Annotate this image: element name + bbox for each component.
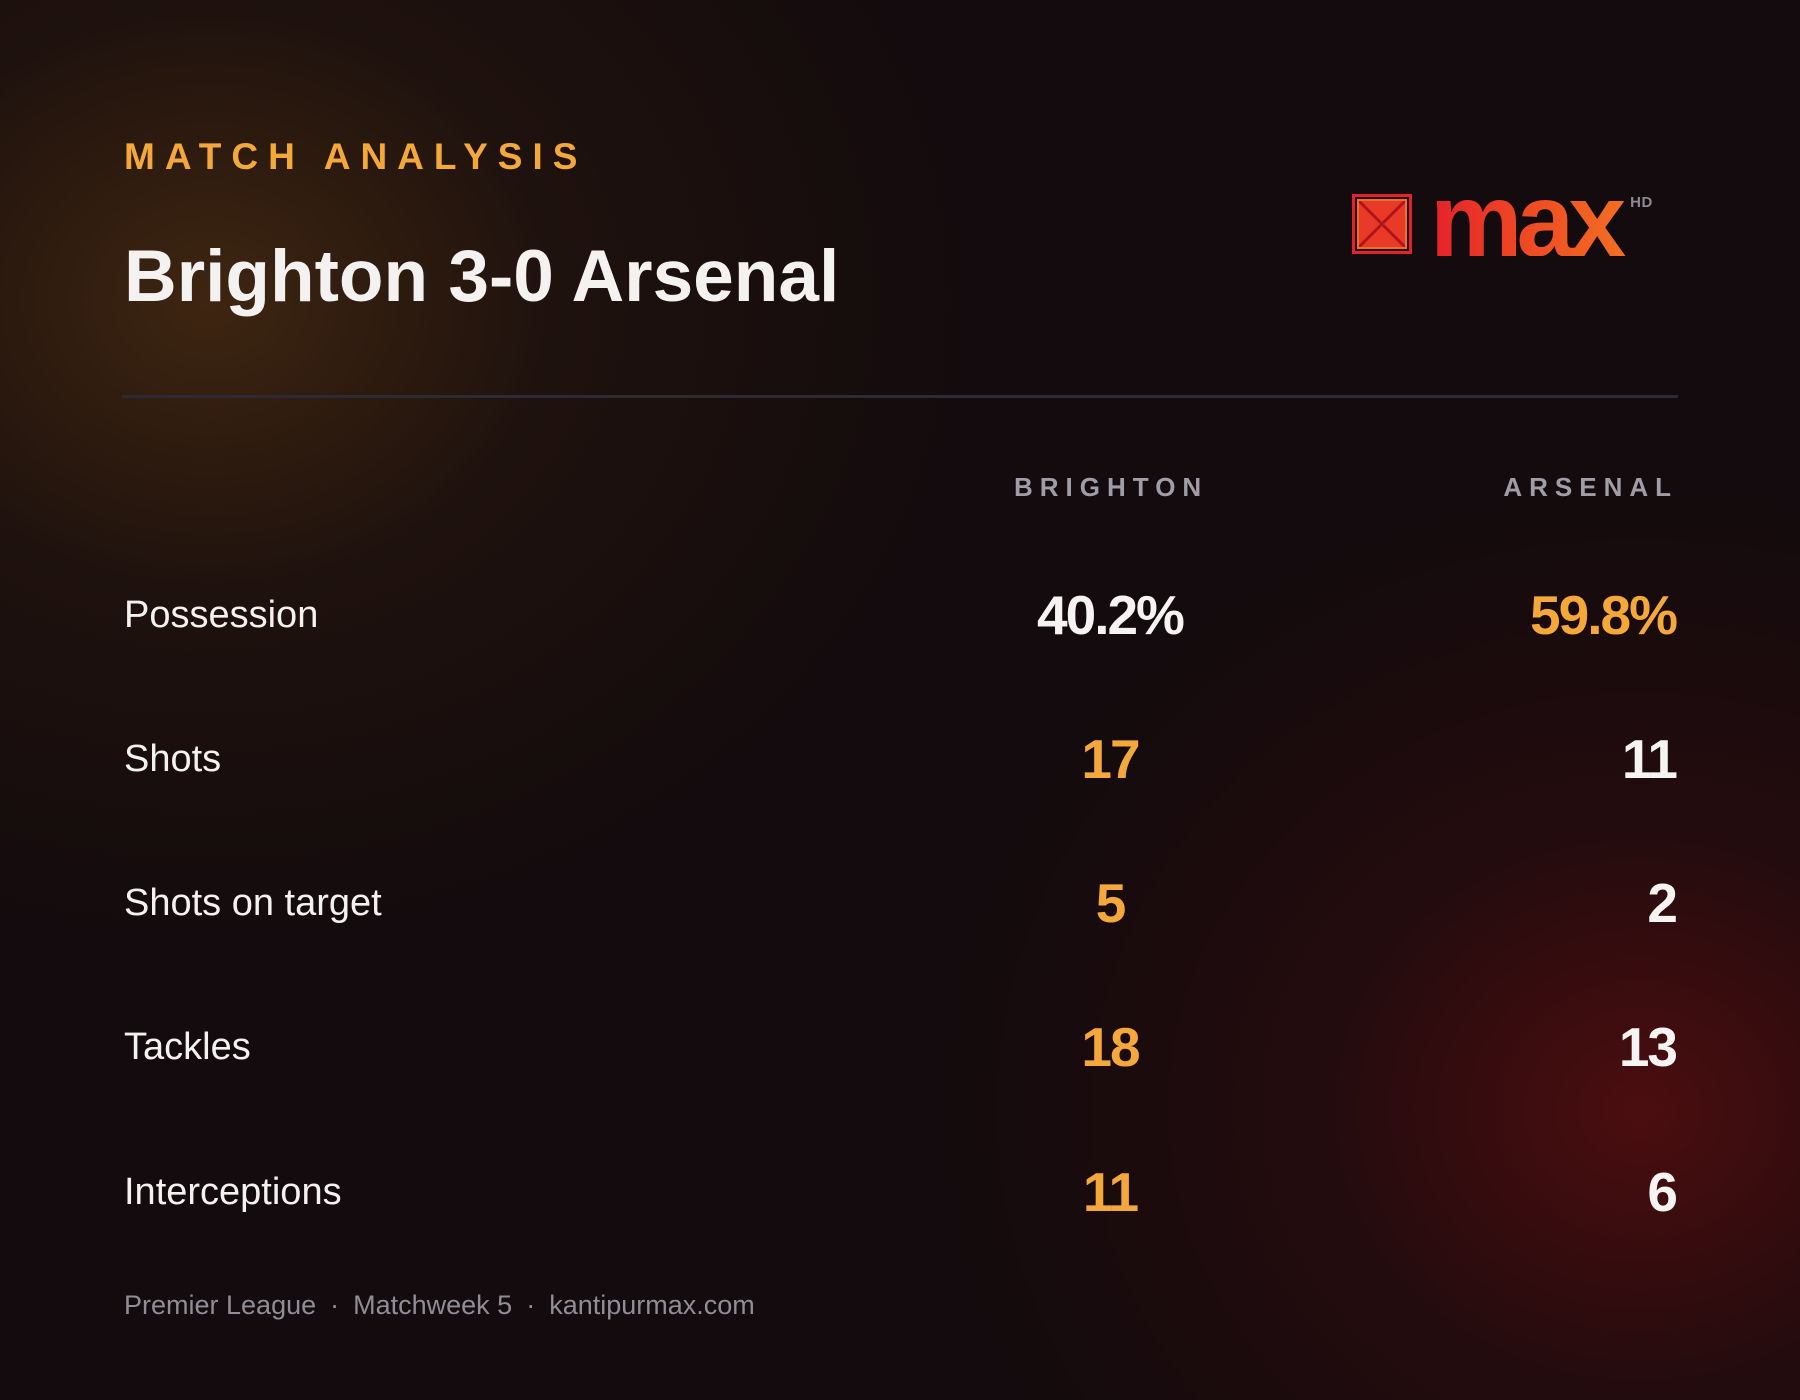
stat-value-home: 18 <box>1081 1016 1140 1078</box>
stat-value-away: 59.8% <box>1530 584 1678 646</box>
stat-row-tackles: Tackles 18 13 <box>0 1007 1800 1087</box>
stat-value-home: 40.2% <box>1037 584 1185 646</box>
footer-site-link[interactable]: kantipurmax.com <box>549 1290 755 1320</box>
stat-value-away: 2 <box>1647 872 1678 934</box>
stat-row-possession: Possession 40.2% 59.8% <box>0 575 1800 655</box>
stat-value-away: 6 <box>1647 1161 1678 1223</box>
stat-row-shots: Shots 17 11 <box>0 719 1800 799</box>
footer-meta: Premier League · Matchweek 5 · kantipurmax.c… <box>124 1292 755 1319</box>
stat-value-home: 17 <box>1081 728 1140 790</box>
match-headline: Brighton 3-0 Arsenal <box>124 236 840 317</box>
section-kicker: MATCH ANALYSIS <box>124 136 588 177</box>
logo-hd-badge: HD <box>1630 194 1653 211</box>
header-divider <box>122 395 1678 398</box>
stat-value-home: 5 <box>1095 872 1127 934</box>
footer-competition: Premier League <box>124 1290 317 1320</box>
stat-label: Tackles <box>124 1026 251 1068</box>
stat-value-home: 11 <box>1082 1161 1139 1223</box>
kantipur-max-logo: max HD <box>1352 169 1653 273</box>
footer-matchweek: Matchweek 5 <box>353 1290 513 1320</box>
stat-label: Interceptions <box>124 1171 342 1213</box>
stat-label: Shots <box>124 738 222 780</box>
footer-separator: · <box>526 1290 536 1320</box>
stat-label: Possession <box>124 594 319 636</box>
footer-separator: · <box>330 1290 340 1320</box>
stat-label: Shots on target <box>124 882 382 924</box>
stat-row-shots-on-target: Shots on target 5 2 <box>0 863 1800 943</box>
stat-value-away: 11 <box>1621 728 1678 790</box>
column-header-away: ARSENAL <box>1503 472 1678 502</box>
stat-row-interceptions: Interceptions 11 6 <box>0 1152 1800 1232</box>
column-header-home: BRIGHTON <box>1014 472 1209 502</box>
kantipur-max-logo-icon <box>1352 194 1412 254</box>
logo-wordmark: max <box>1430 169 1626 273</box>
stat-value-away: 13 <box>1618 1016 1678 1078</box>
